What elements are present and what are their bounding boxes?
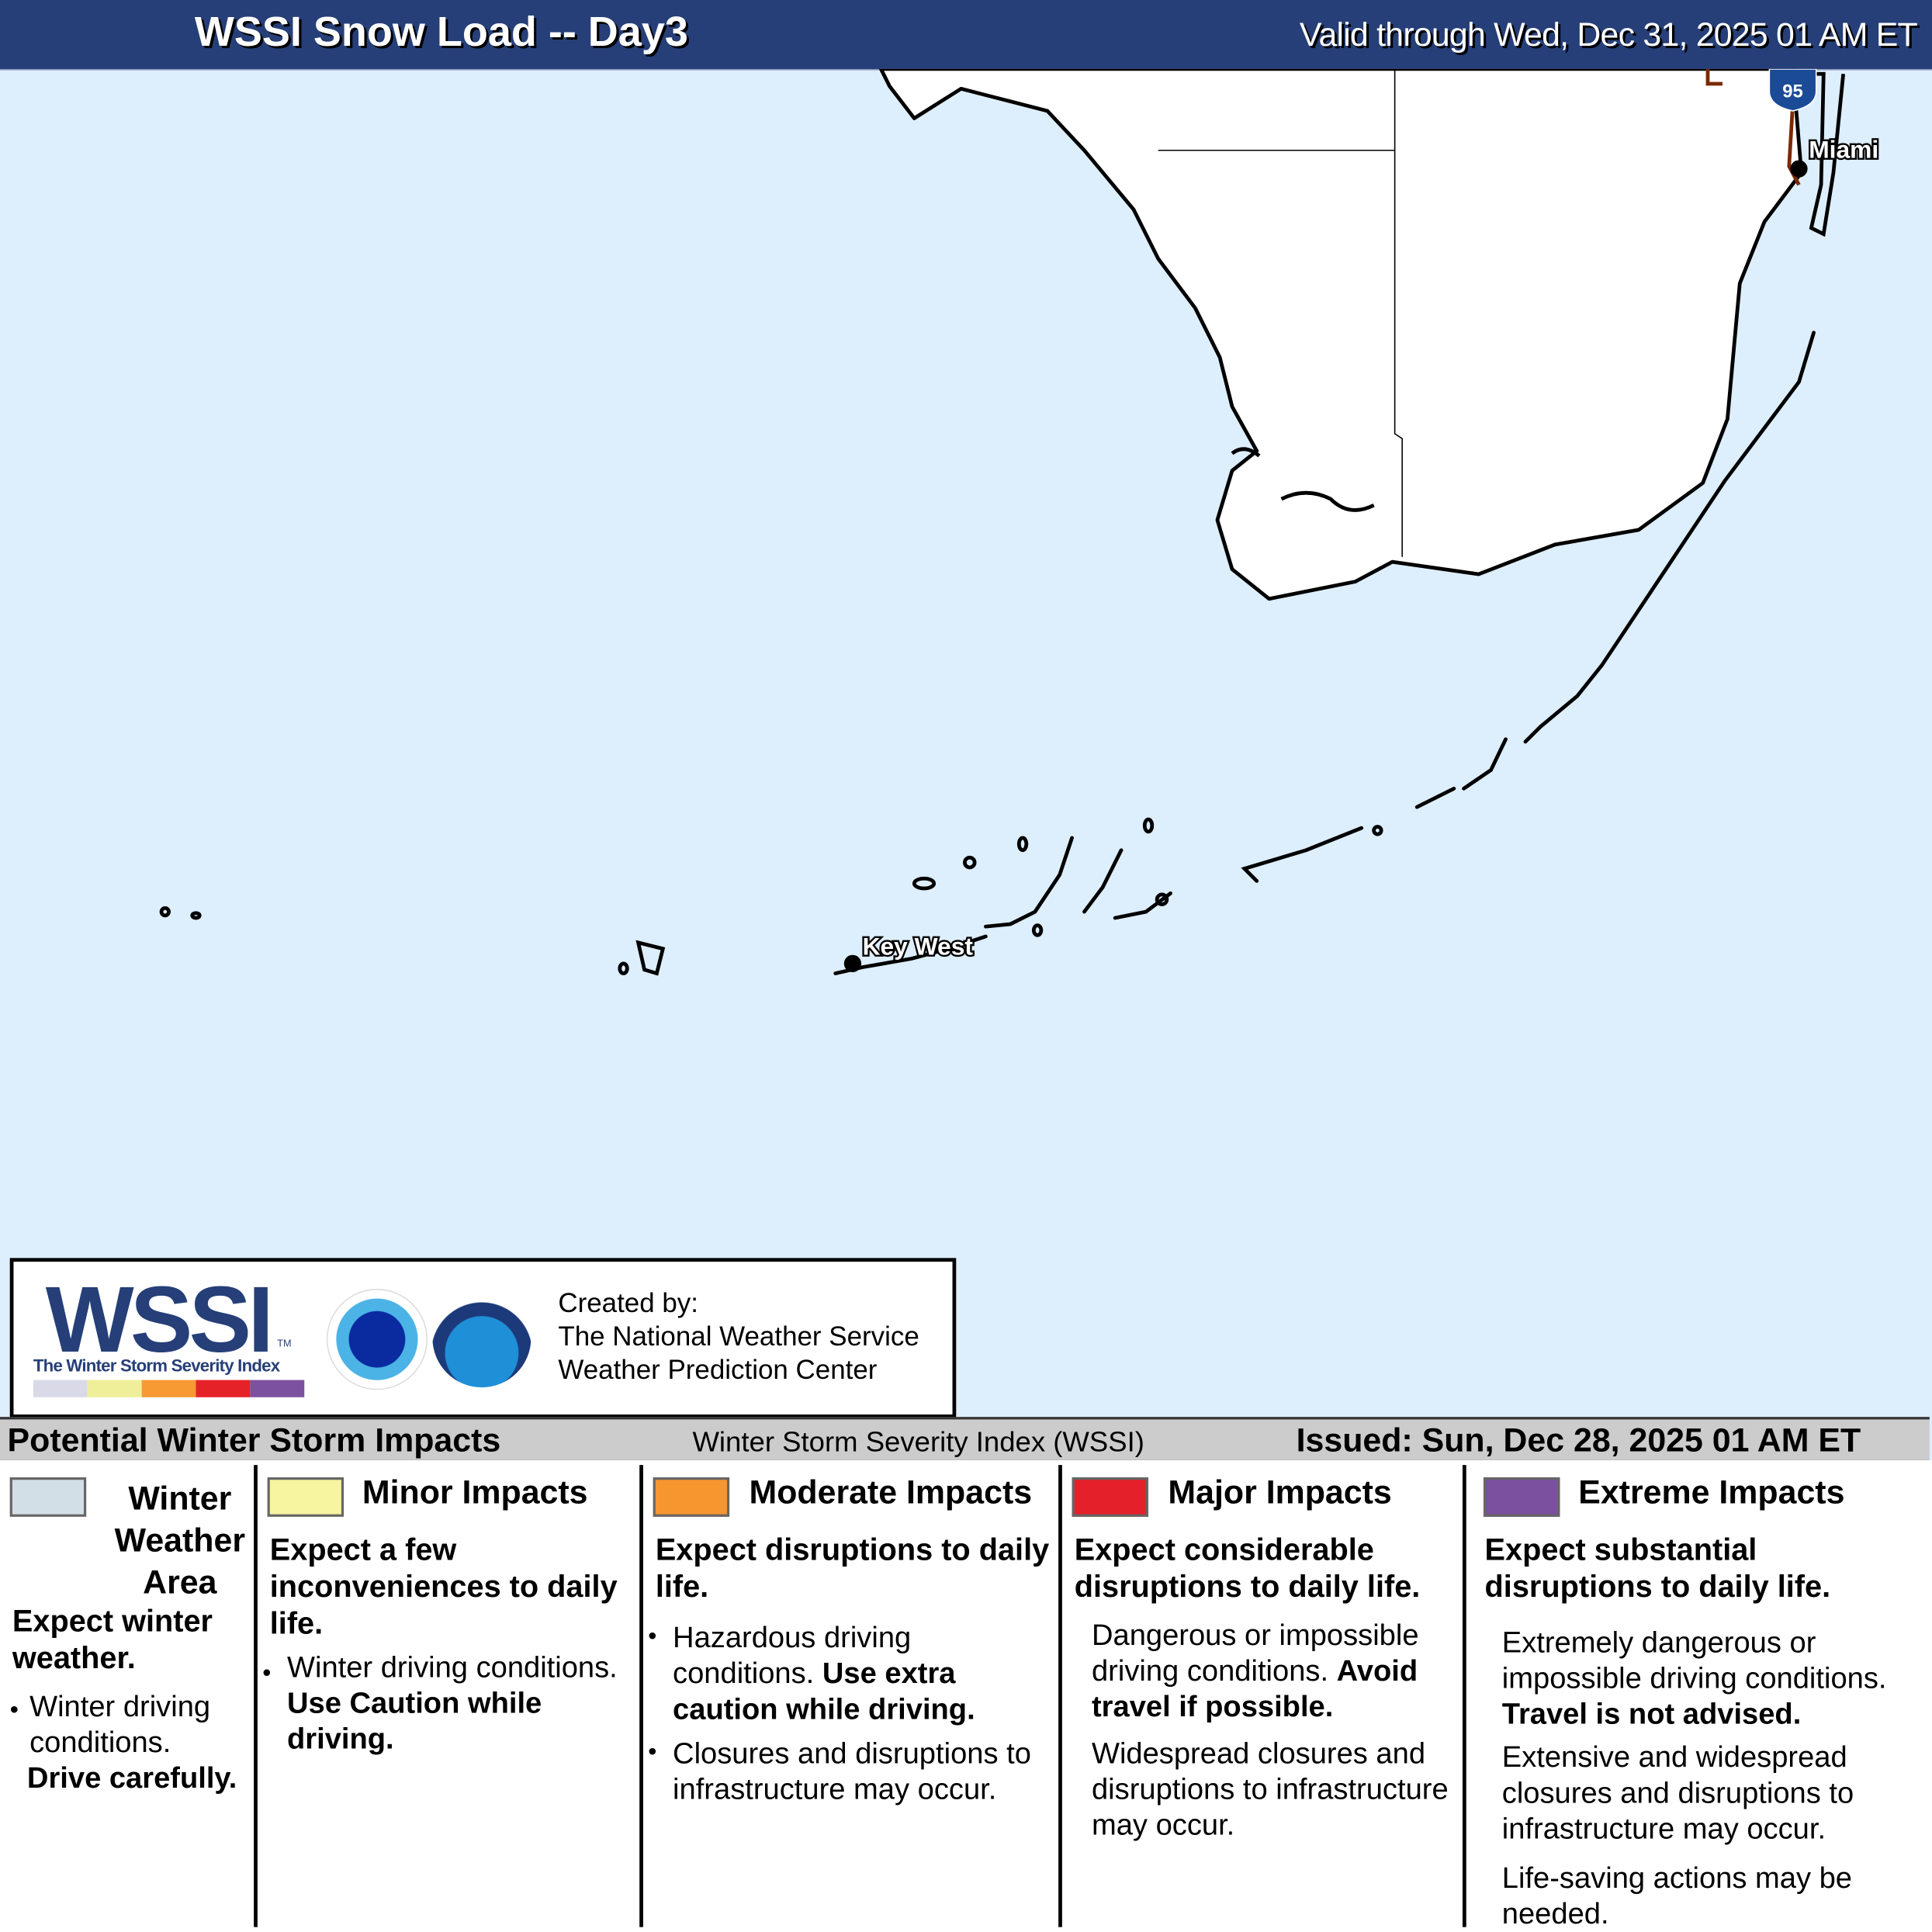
legend-text-bold: Use extra caution while driving. [673,1657,975,1726]
swatch [267,1477,345,1517]
legend-subtitle: Expect considerable disruptions to daily… [1074,1532,1421,1605]
legend-text: Dangerous or impossible driving conditio… [1091,1619,1419,1688]
legend-subtitle: Expect a few inconveniences to daily lif… [269,1532,618,1642]
city-dot [1790,160,1808,178]
legend-moderate-impacts: Moderate Impacts Expect disruptions to d… [643,1465,1062,1927]
interstate-95: 95 [1705,68,1817,186]
noaa-logo [432,1289,531,1388]
legend-subtitle: Expect winter weather. [12,1604,213,1676]
legend-text: Life-saving actions may be needed. [1501,1861,1853,1931]
legend-text: Closures and disruptions to infrastructu… [673,1737,1031,1807]
legend-subtitle: Expect disruptions to daily life. [655,1532,1050,1605]
legend-heading: Potential Winter Storm Impacts [7,1421,501,1459]
wssi-tagline: The Winter Storm Severity Index [33,1355,280,1376]
wssi-logo: WSSI [45,1268,274,1373]
legend-title: Minor Impacts [362,1473,588,1511]
credits-box: WSSI TM The Winter Storm Severity Index … [9,1258,957,1418]
legend-text-bold: Drive carefully. [26,1761,237,1795]
header-bar: WSSI Snow Load -- Day3 Valid through Wed… [0,0,1932,71]
index-name: Winter Storm Severity Index (WSSI) [692,1425,1144,1458]
mainland-florida [879,68,1846,601]
i95-shield-label: 95 [1782,81,1802,102]
issued-time: Issued: Sun, Dec 28, 2025 01 AM ET [1296,1421,1861,1459]
legend-text-bold: Avoid travel if possible. [1091,1654,1418,1724]
legend-title: Moderate Impacts [749,1473,1033,1511]
map-title: WSSI Snow Load -- Day3 [194,9,688,56]
swatch [1483,1477,1560,1517]
legend-text: Widespread closures and disruptions to i… [1091,1737,1449,1843]
legend-text: Extensive and widespread closures and di… [1501,1740,1854,1846]
valid-time: Valid through Wed, Dec 31, 2025 01 AM ET [1299,16,1918,54]
legend-major-impacts: Major Impacts Expect considerable disrup… [1062,1465,1466,1927]
map-area: 95 Miami Key West [159,68,1881,976]
legend-title: Extreme Impacts [1578,1473,1845,1511]
legend-text: Winter driving conditions. [29,1690,211,1760]
legend-title-bar: Potential Winter Storm Impacts Winter St… [0,1417,1930,1463]
swatch [1072,1477,1149,1517]
created-by-label: Created by: [558,1287,698,1319]
credit-text: Created by: The National Weather Service… [558,1286,919,1387]
legend-text-bold: Use Caution while driving. [287,1686,542,1756]
legend-text: Extremely dangerous or impossible drivin… [1501,1626,1887,1696]
legend-text: Hazardous driving conditions. [673,1621,912,1691]
trademark: TM [277,1338,292,1349]
org-wpc: Weather Prediction Center [558,1354,878,1385]
city-label-miami: Miami [1809,135,1878,163]
legend-subtitle: Expect substantial disruptions to daily … [1484,1532,1831,1605]
legend-text-bold: Travel is not advised. [1501,1698,1802,1732]
legend-winter-weather-area: Winter Weather Area Expect winter weathe… [0,1465,258,1927]
swatch [653,1477,730,1517]
city-key-west: Key West [843,930,975,972]
florida-keys [159,331,1816,976]
legend-title: Major Impacts [1168,1473,1392,1511]
legend-text: Winter driving conditions. [287,1650,618,1684]
legend-extreme-impacts: Extreme Impacts Expect substantial disru… [1466,1465,1932,1930]
legend-title: Winter Weather Area [114,1480,246,1601]
swatch [9,1477,87,1517]
city-dot [843,954,862,972]
legend-minor-impacts: Minor Impacts Expect a few inconvenience… [258,1465,643,1927]
city-miami: Miami [1790,133,1881,178]
nws-logo [326,1289,428,1390]
impact-legend: Winter Weather Area Expect winter weathe… [0,1459,1932,1932]
severity-color-bar [33,1380,305,1397]
city-label-key-west: Key West [863,933,974,961]
org-nws: The National Weather Service [558,1321,919,1352]
